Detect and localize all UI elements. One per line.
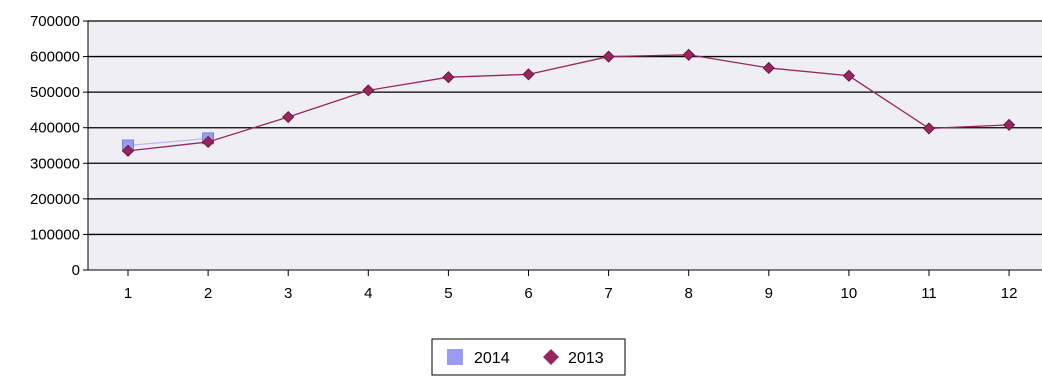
x-tick-label-8: 8 xyxy=(685,285,693,302)
point-2013-9 xyxy=(762,61,775,75)
point-2013-4 xyxy=(362,84,375,97)
x-tick-label-5: 5 xyxy=(444,285,452,302)
legend-marker-2014 xyxy=(447,349,463,365)
x-tick-label-3: 3 xyxy=(284,285,292,302)
point-2013-10 xyxy=(842,69,855,82)
x-tick-label-6: 6 xyxy=(524,285,532,302)
data-series xyxy=(121,48,1016,157)
series-line-2014 xyxy=(127,137,209,147)
point-2013-6 xyxy=(522,68,535,81)
x-axis-ticks: 1 2 3 4 5 6 7 8 9 10 11 12 xyxy=(124,270,1018,302)
legend-label-2013: 2013 xyxy=(568,350,604,367)
legend-marker-2013 xyxy=(543,349,559,365)
y-tick-label-100000: 100000 xyxy=(30,226,80,243)
x-tick-label-12: 12 xyxy=(1001,285,1018,302)
legend-box xyxy=(431,338,626,376)
x-tick-label-9: 9 xyxy=(765,285,773,302)
x-tick-label-4: 4 xyxy=(364,285,372,302)
point-2013-1 xyxy=(121,144,135,157)
x-tick-label-7: 7 xyxy=(604,285,612,302)
x-tick-label-1: 1 xyxy=(124,285,132,302)
point-2013-12 xyxy=(1003,118,1016,131)
y-tick-label-500000: 500000 xyxy=(30,84,80,101)
series-line-2013 xyxy=(127,54,1010,152)
axes xyxy=(87,21,1042,271)
y-tick-label-400000: 400000 xyxy=(30,120,80,137)
y-tick-label-0: 0 xyxy=(72,262,80,279)
y-axis-ticks: 0 100000 200000 300000 400000 500000 600000 700… xyxy=(30,13,88,279)
y-tick-label-700000: 700000 xyxy=(30,13,80,30)
x-tick-label-10: 10 xyxy=(841,285,858,302)
point-2013-7 xyxy=(602,50,615,63)
y-tick-label-300000: 300000 xyxy=(30,155,80,172)
x-tick-label-11: 11 xyxy=(921,285,937,302)
y-tick-label-600000: 600000 xyxy=(30,49,80,66)
y-tick-label-200000: 200000 xyxy=(30,191,80,208)
point-2013-8 xyxy=(682,48,695,61)
plot-area xyxy=(88,21,1042,270)
legend-label-2014: 2014 xyxy=(474,350,510,367)
point-2013-5 xyxy=(442,71,455,84)
gridlines xyxy=(88,20,1042,236)
x-tick-label-2: 2 xyxy=(204,285,212,302)
point-2013-11 xyxy=(922,122,936,135)
point-2013-2 xyxy=(202,135,215,149)
legend: 2014 2013 xyxy=(431,338,626,376)
point-2013-3 xyxy=(282,110,295,124)
